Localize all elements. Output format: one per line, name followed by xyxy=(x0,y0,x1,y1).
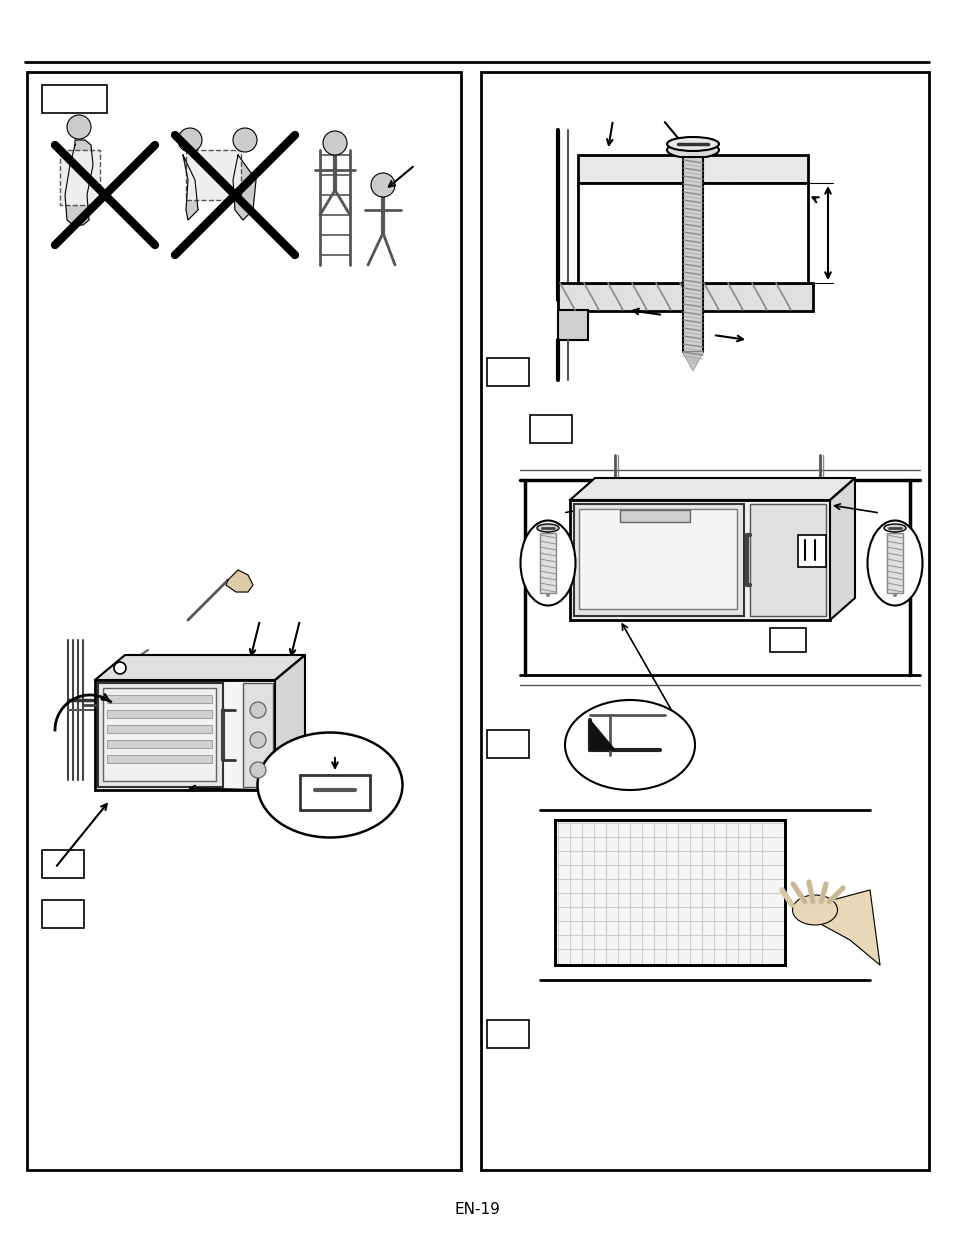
Circle shape xyxy=(67,115,91,139)
Bar xyxy=(243,683,273,787)
Bar xyxy=(530,415,572,443)
Bar xyxy=(574,504,743,617)
Bar xyxy=(98,683,223,787)
Circle shape xyxy=(323,131,347,155)
Polygon shape xyxy=(183,155,198,220)
Bar xyxy=(555,820,784,964)
Bar xyxy=(95,680,274,790)
Bar xyxy=(619,510,689,522)
Bar xyxy=(578,183,807,284)
Polygon shape xyxy=(65,140,92,225)
Polygon shape xyxy=(589,721,615,750)
Ellipse shape xyxy=(866,520,922,605)
Circle shape xyxy=(371,173,395,197)
Polygon shape xyxy=(274,655,305,790)
Circle shape xyxy=(250,702,266,718)
Circle shape xyxy=(113,662,126,673)
Bar xyxy=(578,155,807,183)
Polygon shape xyxy=(794,890,879,964)
Bar xyxy=(107,725,212,733)
Bar xyxy=(486,1020,529,1049)
Circle shape xyxy=(250,732,266,748)
Bar xyxy=(558,310,587,340)
Ellipse shape xyxy=(257,733,402,837)
Circle shape xyxy=(250,763,266,777)
Text: EN-19: EN-19 xyxy=(454,1202,499,1217)
Ellipse shape xyxy=(666,142,719,158)
Bar xyxy=(107,755,212,763)
Circle shape xyxy=(233,128,256,152)
Bar xyxy=(27,72,460,1170)
Ellipse shape xyxy=(520,520,575,605)
Polygon shape xyxy=(829,478,854,620)
Bar xyxy=(42,85,107,113)
Bar xyxy=(486,730,529,758)
Ellipse shape xyxy=(564,699,695,790)
Bar xyxy=(480,72,928,1170)
Circle shape xyxy=(178,128,202,152)
Bar xyxy=(42,900,84,928)
Bar xyxy=(555,820,784,964)
Bar xyxy=(186,150,241,201)
Bar xyxy=(578,509,737,609)
Bar xyxy=(103,688,215,781)
Bar xyxy=(797,535,825,567)
Bar xyxy=(107,740,212,748)
Polygon shape xyxy=(95,655,305,680)
Bar xyxy=(769,628,805,652)
Bar xyxy=(569,500,829,620)
Bar xyxy=(749,504,825,617)
Polygon shape xyxy=(569,478,854,500)
Polygon shape xyxy=(682,352,702,370)
Polygon shape xyxy=(226,569,253,592)
Bar xyxy=(682,157,702,352)
Bar xyxy=(558,284,812,311)
Ellipse shape xyxy=(537,524,558,532)
Polygon shape xyxy=(233,155,255,220)
Ellipse shape xyxy=(666,137,719,151)
Bar xyxy=(539,534,556,593)
Ellipse shape xyxy=(883,524,905,532)
Bar xyxy=(486,358,529,386)
Bar xyxy=(107,711,212,718)
Bar xyxy=(107,695,212,703)
Bar xyxy=(886,534,902,593)
Ellipse shape xyxy=(792,895,837,925)
Bar xyxy=(60,150,100,206)
Bar xyxy=(42,851,84,878)
